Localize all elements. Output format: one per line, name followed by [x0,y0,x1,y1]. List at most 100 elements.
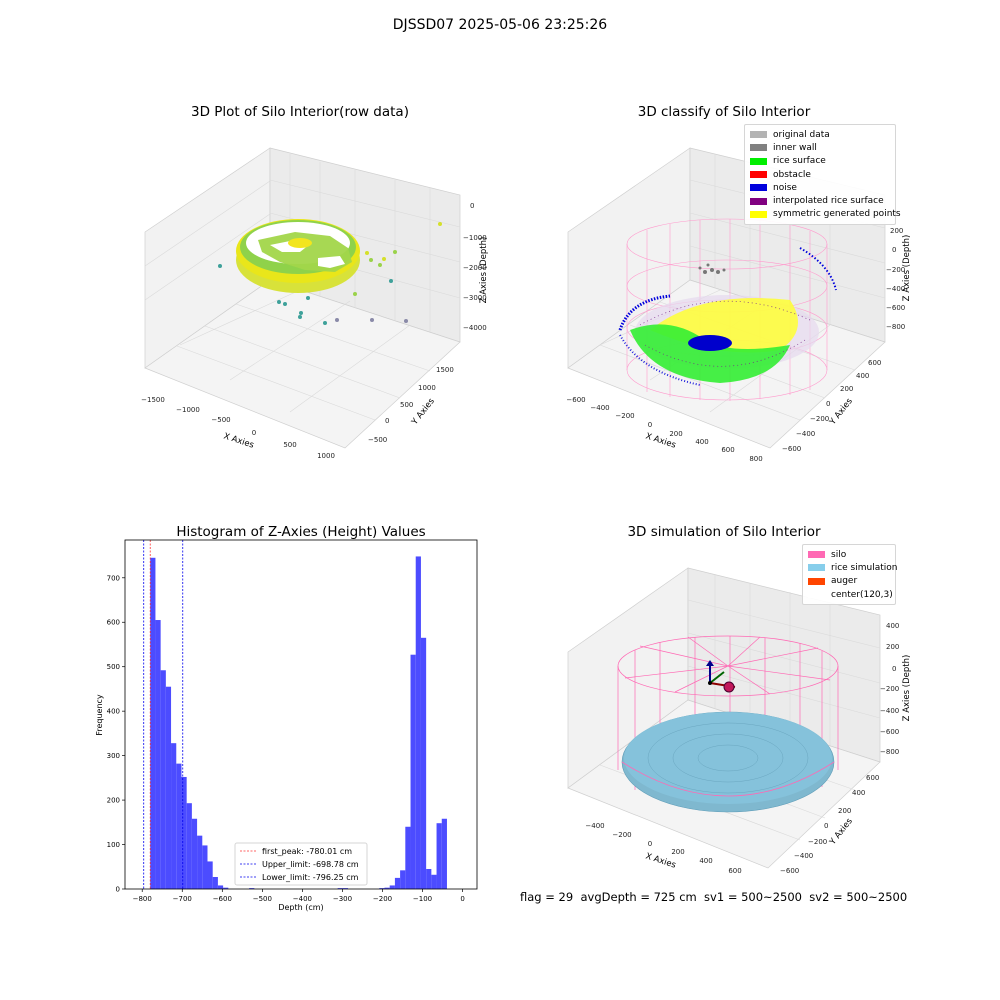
histogram-x-tick-label: −400 [293,895,312,903]
raw-x-tick: 500 [283,441,296,449]
simulation-y-tick: 200 [838,807,851,815]
classify-z-tick: −200 [886,266,905,274]
histogram-x-tick-label: −500 [253,895,272,903]
classify-x-ticks: −600 −400 −200 0 200 400 600 800 [566,396,762,463]
histogram-bar [410,654,416,889]
histogram-bar [171,743,177,889]
classify-z-tick: −600 [886,304,905,312]
histogram-x-tick-label: −800 [133,895,152,903]
simulation-x-ticks: −400 −200 0 200 400 600 [585,822,741,875]
histogram-bar [389,885,395,889]
raw-x-tick: −500 [211,416,230,424]
histogram-x-tick-label: −600 [213,895,232,903]
simulation-legend: silo rice simulation auger center(120,3) [802,544,897,606]
histogram-y-tick-label: 600 [107,619,120,627]
simulation-y-label: Y Axies [827,816,855,848]
raw-point-cloud [218,219,442,325]
figure-title: DJSSD07 2025-05-06 23:25:26 [392,17,608,33]
simulation-z-ticks: 400 200 0 −200 −400 −600 −800 [880,622,899,756]
histogram-bar [155,620,161,889]
classify-y-ticks: −600 −400 −200 0 200 400 600 [782,359,881,453]
legend-swatch [808,577,825,585]
simulation-3d-plot: −400 −200 0 200 400 600 X Axies −600 −40… [567,567,912,875]
classify-y-tick: 0 [826,400,830,408]
histogram-bar [176,763,182,889]
raw-y-label: Y Axies [409,396,437,428]
raw-x-tick: 0 [252,429,256,437]
histogram-bar [207,861,213,889]
histogram-bar [441,818,447,889]
raw-y-tick: 0 [385,417,389,425]
histogram-bar [191,818,198,889]
histogram-bars [150,556,447,889]
classify-point-cloud [618,218,837,401]
classify-y-tick: 600 [868,359,881,367]
legend-item: auger [808,575,890,588]
legend-item: silo [808,548,890,561]
classify-z-tick: −800 [886,323,905,331]
legend-swatch [750,197,767,205]
simulation-y-tick: −200 [808,838,827,846]
classify-3d-plot: −600 −400 −200 0 200 400 600 800 X Axies… [566,147,912,463]
histogram-frame [124,539,478,890]
legend-swatch [750,210,767,218]
legend-swatch [750,131,767,139]
classify-y-label: Y Axies [827,396,855,428]
simulation-z-tick: 0 [892,665,896,673]
classify-x-tick: 400 [695,438,708,446]
histogram-x-tick-label: 0 [460,895,464,903]
legend-item: obstacle [750,168,890,181]
histogram-y-tick-label: 400 [107,708,120,716]
simulation-z-tick: −400 [880,707,899,715]
raw-x-ticks: −1500 −1000 −500 0 500 1000 [141,396,335,460]
raw-y-ticks: −500 0 500 1000 1500 [368,366,454,444]
histogram-x-ticks: −800 −700 −600 −500 −400 −300 −200 −100 0 [133,889,465,903]
simulation-y-tick: 600 [866,774,879,782]
histogram-chart: −800 −700 −600 −500 −400 −300 −200 −100 0 0 100 20… [95,539,478,912]
histogram-bar [217,885,224,889]
classify-z-tick: 200 [890,227,903,235]
classify-plot-title: 3D classify of Silo Interior [637,104,811,120]
raw-x-tick: −1000 [176,406,200,414]
raw-plot-title: 3D Plot of Silo Interior(row data) [191,104,409,120]
histogram-bar [426,868,432,889]
simulation-y-tick: 400 [852,789,865,797]
legend-swatch [750,144,767,152]
classify-y-tick: −200 [810,415,829,423]
simulation-x-tick: 400 [699,857,712,865]
histogram-bar [342,888,349,889]
histogram-y-tick-label: 500 [107,663,120,671]
histogram-x-tick-label: −300 [333,895,352,903]
histogram-bar [186,803,192,889]
histogram-bar [384,887,390,889]
classify-x-tick: 800 [749,455,762,463]
legend-swatch [750,184,767,192]
classify-x-tick: −400 [590,404,609,412]
raw-x-label: X Axies [222,431,255,450]
histogram-bar [160,670,166,889]
raw-y-tick: 500 [400,401,413,409]
simulation-z-tick: −600 [880,728,899,736]
raw-y-tick: 1500 [436,366,454,374]
legend-item: center(120,3) [808,588,893,601]
legend-swatch [808,551,825,559]
histogram-y-tick-label: 100 [107,841,120,849]
legend-swatch [808,591,825,599]
histogram-bar [400,870,406,889]
histogram-y-tick-label: 700 [107,574,120,582]
legend-label: Upper_limit: -698.78 cm [262,860,359,869]
legend-label: Lower_limit: -796.25 cm [262,873,359,882]
simulation-x-tick: −200 [612,831,631,839]
raw-y-tick: 1000 [418,384,436,392]
histogram-bar [415,556,421,889]
histogram-y-tick-label: 300 [107,752,120,760]
histogram-bar [337,888,343,889]
simulation-z-tick: 400 [886,622,899,630]
simulation-y-ticks: −600 −400 −200 0 200 400 600 [780,774,879,875]
raw-z-tick: −3000 [463,294,487,302]
histogram-bar [420,637,427,889]
classify-x-tick: 600 [721,446,734,454]
simulation-x-tick: 0 [648,840,652,848]
auger-axis-y [709,671,725,684]
histogram-x-label: Depth (cm) [278,903,323,912]
